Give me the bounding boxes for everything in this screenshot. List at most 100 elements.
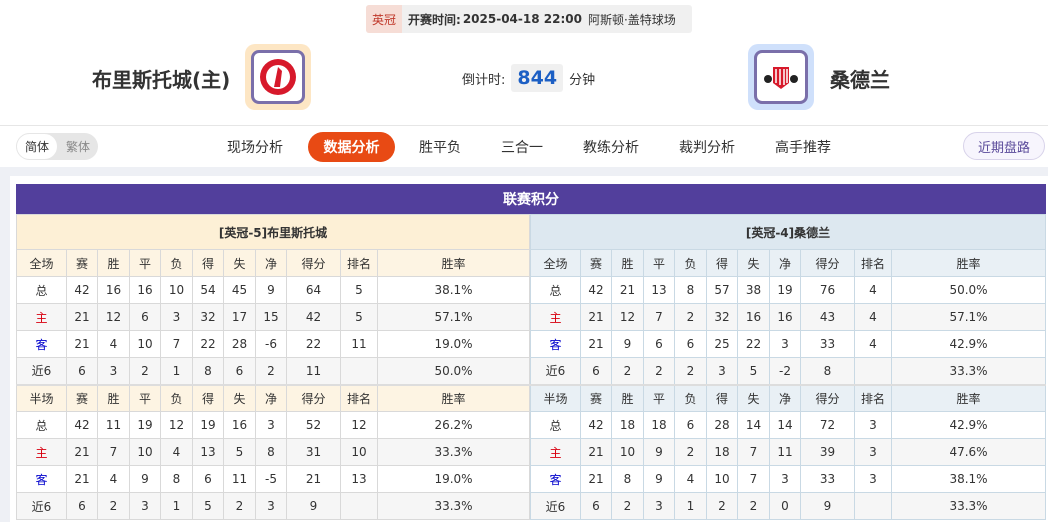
tab-expert-picks[interactable]: 高手推荐 <box>775 140 831 156</box>
table-cell: 得 <box>192 249 224 277</box>
table-cell: 胜 <box>611 383 644 412</box>
section-title: 联赛积分 <box>16 184 1046 214</box>
table-cell: 5 <box>340 303 378 331</box>
tab-data-analysis[interactable]: 数据分析 <box>308 132 395 162</box>
table-cell: 26.2% <box>377 411 530 439</box>
table-cell: 8 <box>674 276 707 304</box>
table-cell <box>340 357 378 385</box>
table-cell: 胜率 <box>377 249 530 277</box>
table-cell: 42.9% <box>891 411 1046 439</box>
table-cell: 排名 <box>854 383 892 412</box>
table-cell: 32 <box>706 303 738 331</box>
table-cell: 19 <box>769 276 801 304</box>
table-cell: 21 <box>611 276 644 304</box>
table-cell: 22 <box>192 330 224 358</box>
table-cell: 13 <box>643 276 675 304</box>
table-cell: 18 <box>706 438 738 466</box>
table-cell: 2 <box>611 357 644 385</box>
table-row: 主 21 12 6 3 32 17 15 42 5 57.1% <box>16 303 530 331</box>
table-cell: 得分 <box>800 383 855 412</box>
table-cell: 6 <box>674 411 707 439</box>
table-cell: 2 <box>674 438 707 466</box>
table-cell: 38.1% <box>891 465 1046 493</box>
league-badge[interactable]: 英冠 <box>366 5 403 33</box>
home-team-logo[interactable] <box>245 44 311 110</box>
table-cell: 8 <box>800 357 855 385</box>
table-cell: 76 <box>800 276 855 304</box>
team-header-row: [英冠-5]布里斯托城 <box>16 214 530 250</box>
tab-referee-analysis[interactable]: 裁判分析 <box>679 140 735 156</box>
tab-live-analysis[interactable]: 现场分析 <box>227 140 283 156</box>
table-cell: 胜率 <box>377 383 530 412</box>
away-team-logo[interactable] <box>748 44 814 110</box>
away-standings-table: [英冠-4]桑德兰 全场赛胜平负得失净得分 排名 胜率总 42 21 13 8 57 38 19 76… <box>530 214 1046 520</box>
table-cell: 6 <box>674 330 707 358</box>
table-cell: 主 <box>530 438 581 466</box>
table-cell <box>854 492 892 520</box>
table-cell: 全场 <box>16 249 67 277</box>
table-cell: 近6 <box>530 357 581 385</box>
venue: 阿斯顿·盖特球场 <box>587 12 676 27</box>
table-cell: 4 <box>97 330 130 358</box>
tab-coach-analysis[interactable]: 教练分析 <box>583 140 639 156</box>
table-cell: 失 <box>737 249 770 277</box>
table-cell: 21 <box>286 465 341 493</box>
table-row: 近6 6 3 2 1 8 6 2 11 50.0% <box>16 357 530 385</box>
table-cell: 净 <box>769 383 801 412</box>
table-cell: 6 <box>223 357 256 385</box>
team-rank-header[interactable]: [英冠-5]布里斯托城 <box>16 214 530 250</box>
table-cell: 4 <box>674 465 707 493</box>
table-cell: -2 <box>769 357 801 385</box>
tab-three-in-one[interactable]: 三合一 <box>501 140 543 156</box>
full-header-row: 全场赛胜平负得失净得分 排名 胜率 <box>530 249 1046 277</box>
table-cell: 主 <box>16 303 67 331</box>
table-cell: 平 <box>643 249 675 277</box>
table-cell: 42 <box>66 411 98 439</box>
table-cell: 31 <box>286 438 341 466</box>
tab-win-draw-loss[interactable]: 胜平负 <box>419 140 461 156</box>
table-cell: 21 <box>580 465 612 493</box>
table-cell: 11 <box>769 438 801 466</box>
kickoff-label: 开赛时间: <box>408 12 461 27</box>
table-cell: 33.3% <box>377 438 530 466</box>
table-cell: 失 <box>737 383 770 412</box>
table-cell: 主 <box>16 438 67 466</box>
table-row: 主 21 10 9 2 18 7 11 39 3 47.6% <box>530 438 1046 466</box>
table-cell: 4 <box>160 438 193 466</box>
table-cell: 57.1% <box>891 303 1046 331</box>
table-cell: 10 <box>129 330 161 358</box>
table-cell <box>854 357 892 385</box>
table-cell: 近6 <box>16 492 67 520</box>
table-cell: 38 <box>737 276 770 304</box>
table-cell: 6 <box>66 357 98 385</box>
table-cell: 净 <box>255 383 287 412</box>
traditional-button[interactable]: 繁体 <box>66 140 91 154</box>
table-cell: 42 <box>580 411 612 439</box>
table-cell: 8 <box>255 438 287 466</box>
table-cell: 11 <box>286 357 341 385</box>
table-cell: 25 <box>706 330 738 358</box>
table-row: 近6 6 2 3 1 2 2 0 9 33.3% <box>530 492 1046 520</box>
table-cell: 9 <box>286 492 341 520</box>
full-header-row: 全场赛胜平负得失净得分 排名 胜率 <box>16 249 530 277</box>
table-cell: 8 <box>160 465 193 493</box>
sunderland-crest-icon <box>764 67 798 89</box>
recent-handicap-button[interactable]: 近期盘路 <box>963 132 1045 160</box>
table-row: 主 21 7 10 4 13 5 8 31 10 33.3% <box>16 438 530 466</box>
table-row: 总 42 21 13 8 57 38 19 76 4 50.0% <box>530 276 1046 304</box>
table-cell: 16 <box>97 276 130 304</box>
simplified-button[interactable]: 简体 <box>16 133 59 160</box>
table-cell: 28 <box>223 330 256 358</box>
table-cell: 9 <box>611 330 644 358</box>
table-cell: 赛 <box>580 249 612 277</box>
home-team-name[interactable]: 布里斯托城(主) <box>92 68 231 92</box>
team-rank-header[interactable]: [英冠-4]桑德兰 <box>530 214 1046 250</box>
table-cell: 6 <box>129 303 161 331</box>
table-cell: 57 <box>706 276 738 304</box>
table-cell: 50.0% <box>377 357 530 385</box>
table-cell: 负 <box>674 249 707 277</box>
table-cell: -6 <box>255 330 287 358</box>
table-cell: 赛 <box>580 383 612 412</box>
away-team-name[interactable]: 桑德兰 <box>830 68 890 92</box>
table-cell: 排名 <box>340 249 378 277</box>
